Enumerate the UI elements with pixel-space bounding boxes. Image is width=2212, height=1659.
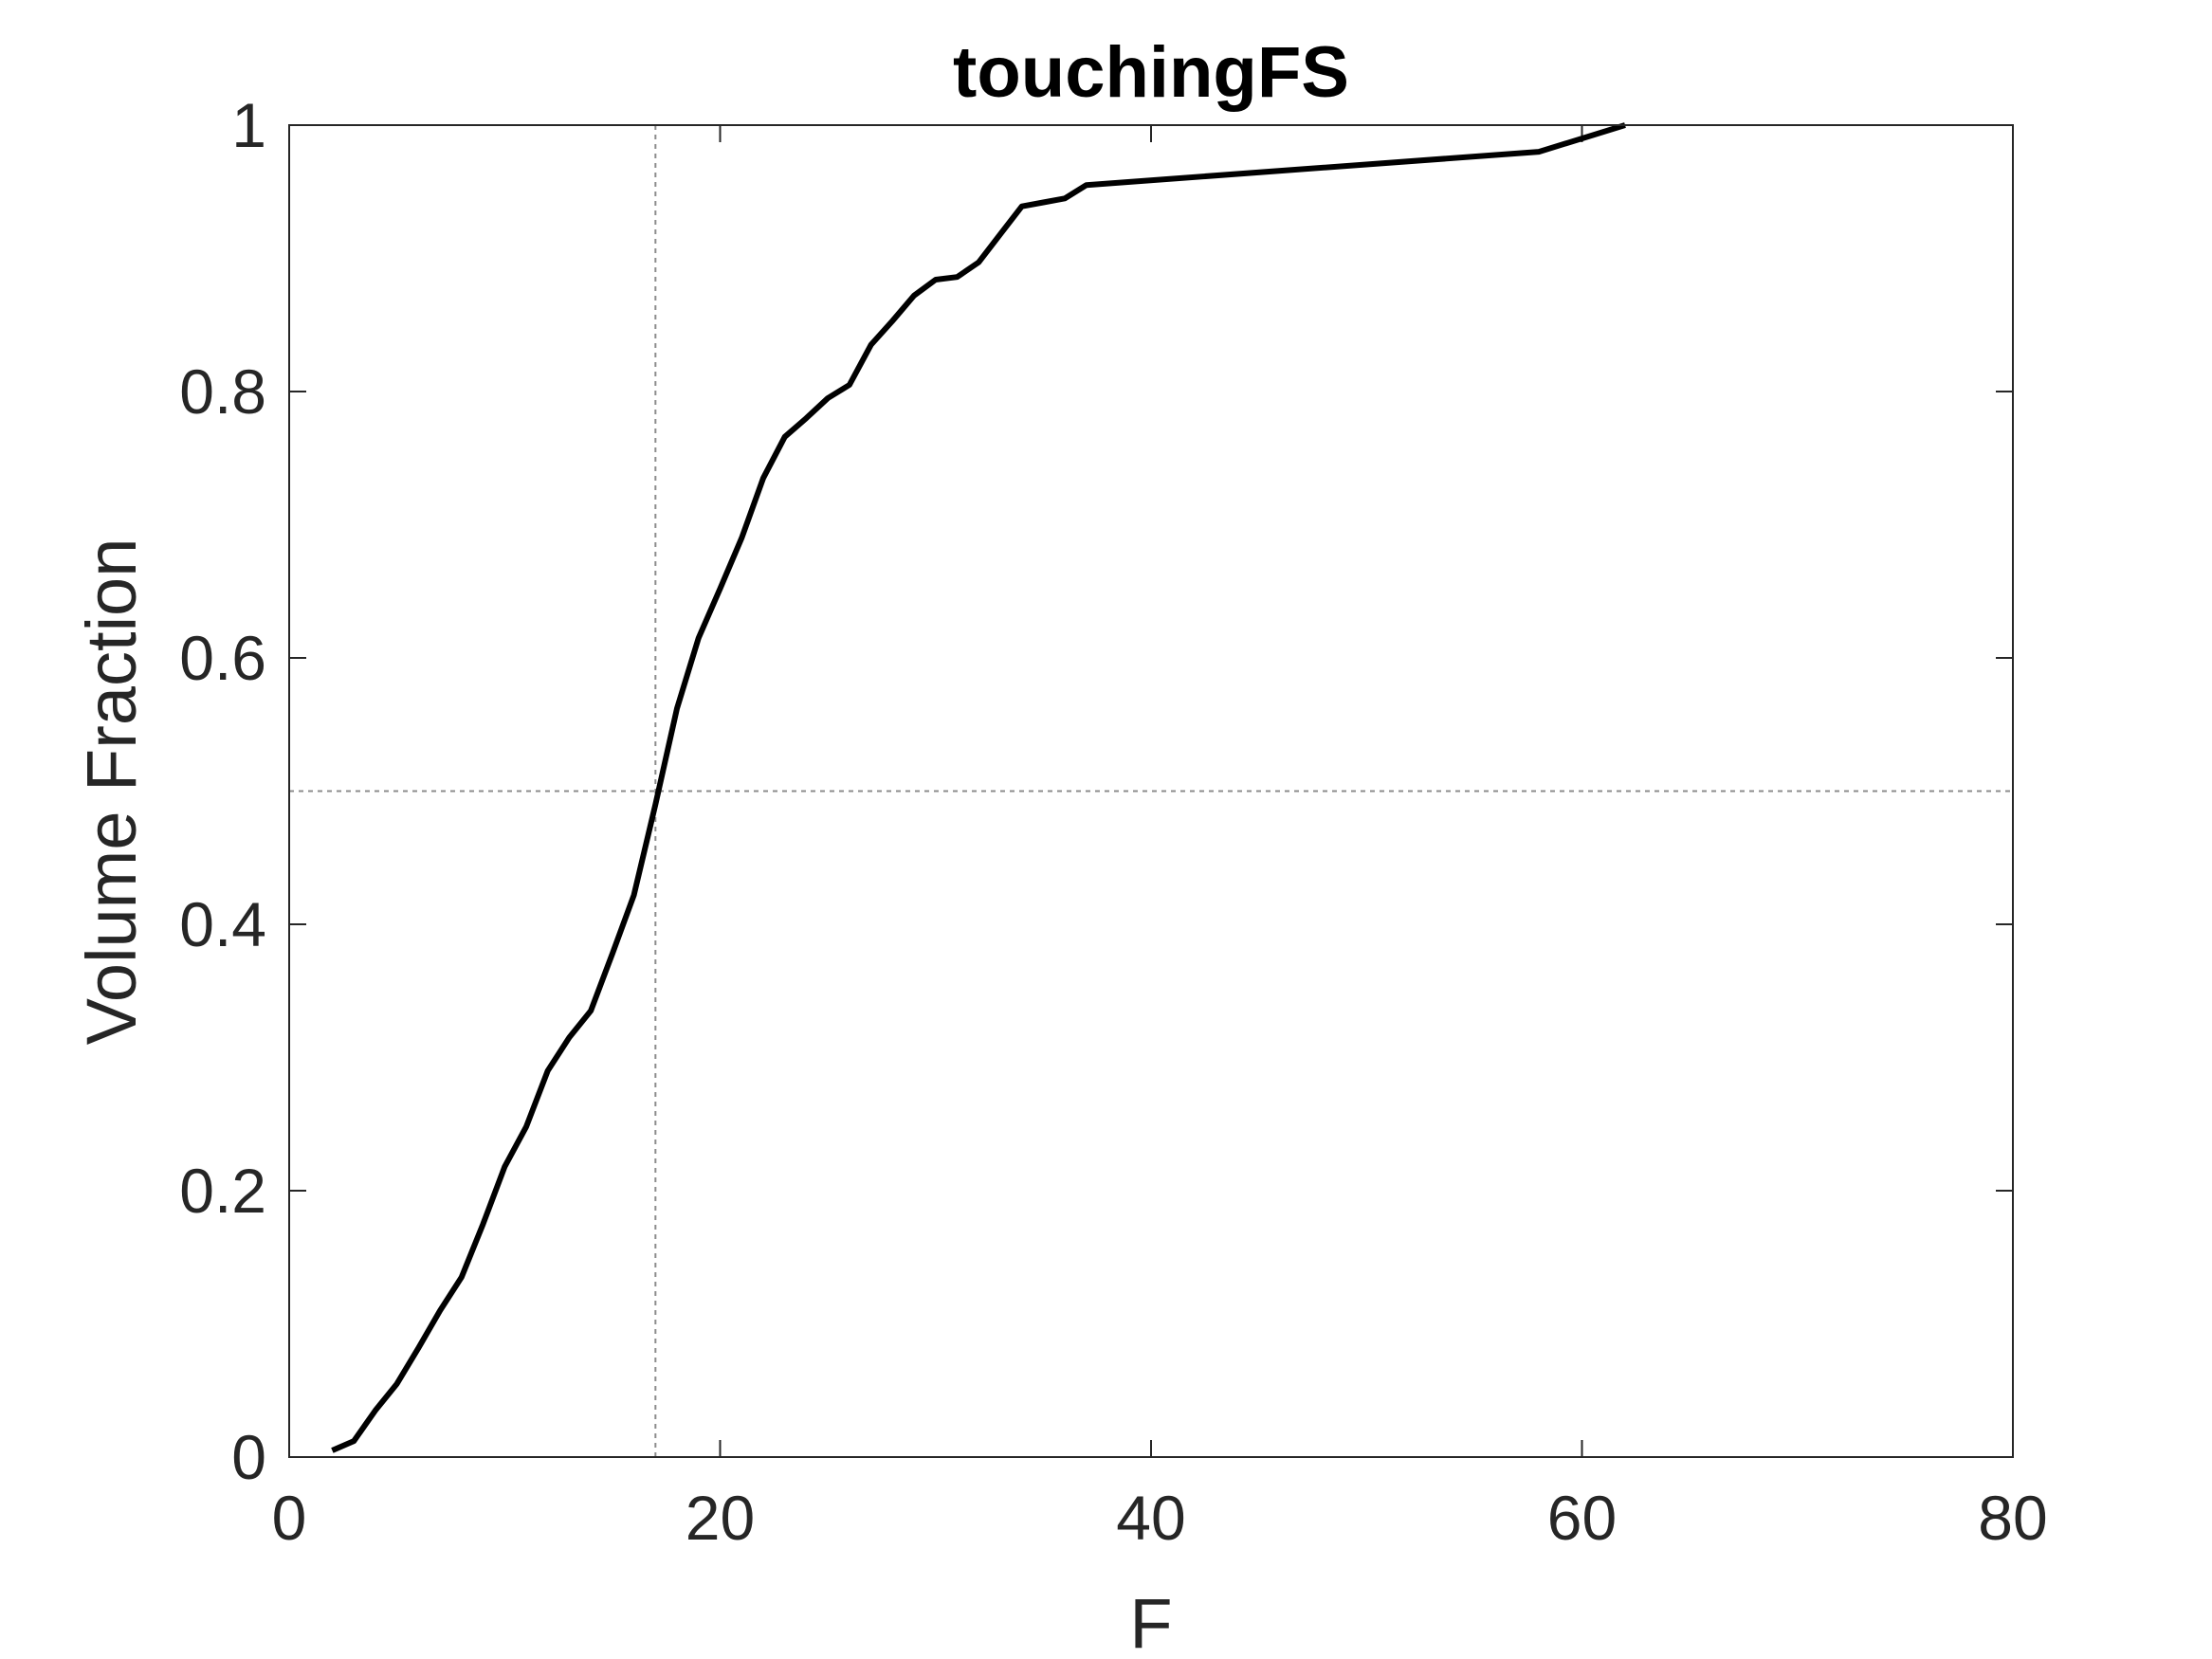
- y-tick-label: 0: [231, 1422, 266, 1492]
- y-axis-label: Volume Fraction: [72, 538, 151, 1046]
- chart-title: touchingFS: [953, 32, 1349, 113]
- y-tick-label: 1: [231, 90, 266, 160]
- x-tick-label: 20: [686, 1483, 755, 1553]
- y-tick-label: 0.4: [179, 889, 266, 959]
- series-layer: [331, 122, 1626, 1453]
- x-tick-labels: 0 20 40 60 80: [272, 1483, 2048, 1553]
- x-tick-label: 80: [1978, 1483, 2047, 1553]
- y-tick-label: 0.8: [179, 356, 266, 427]
- x-tick-label: 40: [1116, 1483, 1185, 1553]
- x-axis-label: F: [1129, 1584, 1172, 1659]
- y-tick-label: 0.2: [179, 1156, 266, 1226]
- series-line: [331, 122, 1626, 1453]
- reference-lines: [289, 125, 2013, 1457]
- axes-box: [288, 124, 2014, 1458]
- y-tick-labels: 0 0.2 0.4 0.6 0.8 1: [179, 90, 266, 1492]
- x-tick-label: 0: [272, 1483, 307, 1553]
- x-tick-label: 60: [1547, 1483, 1617, 1553]
- y-tick-label: 0.6: [179, 623, 266, 693]
